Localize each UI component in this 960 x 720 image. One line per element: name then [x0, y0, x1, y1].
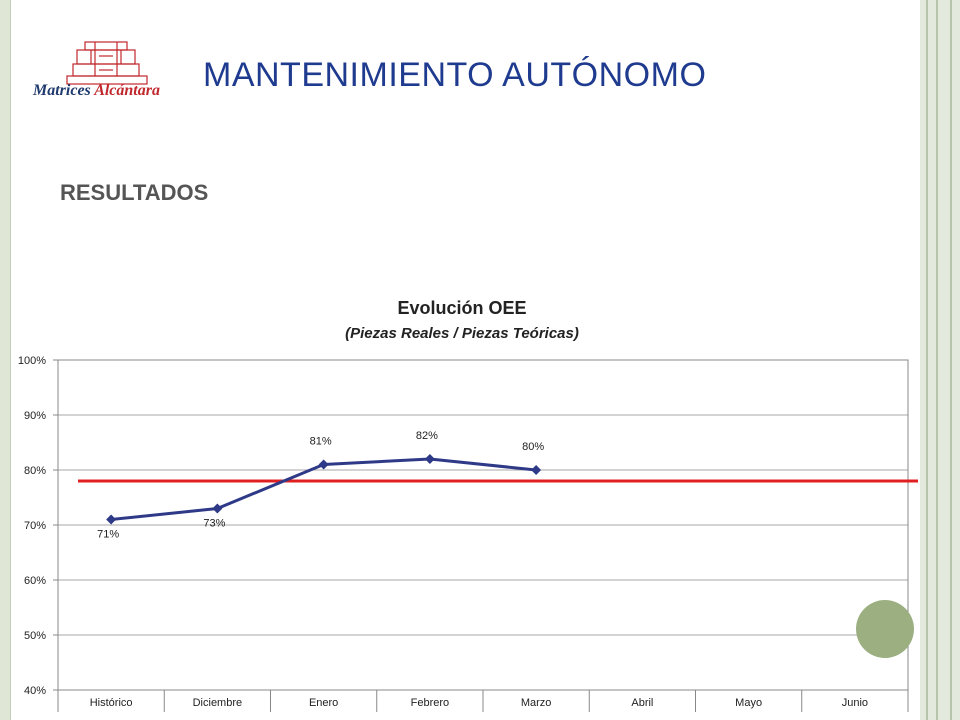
- data-label: 81%: [310, 436, 332, 448]
- x-tick-label: Abril: [631, 697, 653, 709]
- data-label: 73%: [203, 518, 225, 530]
- logo-text-main: Matrices: [33, 82, 91, 99]
- y-tick-label: 80%: [24, 465, 46, 477]
- x-tick-label: Mayo: [735, 697, 762, 709]
- data-label: 80%: [522, 441, 544, 453]
- right-border: [920, 0, 960, 720]
- data-label: 71%: [97, 529, 119, 541]
- logo-text: Matrices Alcántara: [33, 82, 193, 100]
- data-point: [318, 459, 329, 470]
- chart-subtitle: (Piezas Reales / Piezas Teóricas): [345, 325, 579, 342]
- data-point: [424, 454, 435, 464]
- data-label: 82%: [416, 430, 438, 442]
- y-tick-label: 50%: [24, 630, 46, 642]
- y-tick-label: 90%: [24, 410, 46, 422]
- chart-title: Evolución OEE: [397, 298, 527, 318]
- x-tick-label: Marzo: [521, 697, 552, 709]
- data-point: [106, 514, 117, 525]
- x-tick-label: Diciembre: [193, 697, 243, 709]
- y-tick-label: 70%: [24, 520, 46, 532]
- logo-machine-icon: [66, 41, 148, 85]
- x-tick-label: Histórico: [90, 697, 133, 709]
- data-point: [531, 465, 542, 475]
- y-tick-label: 40%: [24, 685, 46, 697]
- company-logo: Matrices Alcántara: [33, 38, 193, 108]
- decorative-circle: [856, 600, 914, 658]
- data-point: [212, 503, 223, 514]
- x-tick-label: Enero: [309, 697, 338, 709]
- slide-title: MANTENIMIENTO AUTÓNOMO: [203, 56, 707, 94]
- x-tick-label: Febrero: [411, 697, 450, 709]
- y-tick-label: 100%: [18, 355, 46, 367]
- x-tick-label: Junio: [842, 697, 868, 709]
- section-subtitle: RESULTADOS: [60, 180, 209, 205]
- logo-text-accent: Alcántara: [94, 82, 160, 99]
- y-tick-label: 60%: [24, 575, 46, 587]
- left-border: [0, 0, 11, 720]
